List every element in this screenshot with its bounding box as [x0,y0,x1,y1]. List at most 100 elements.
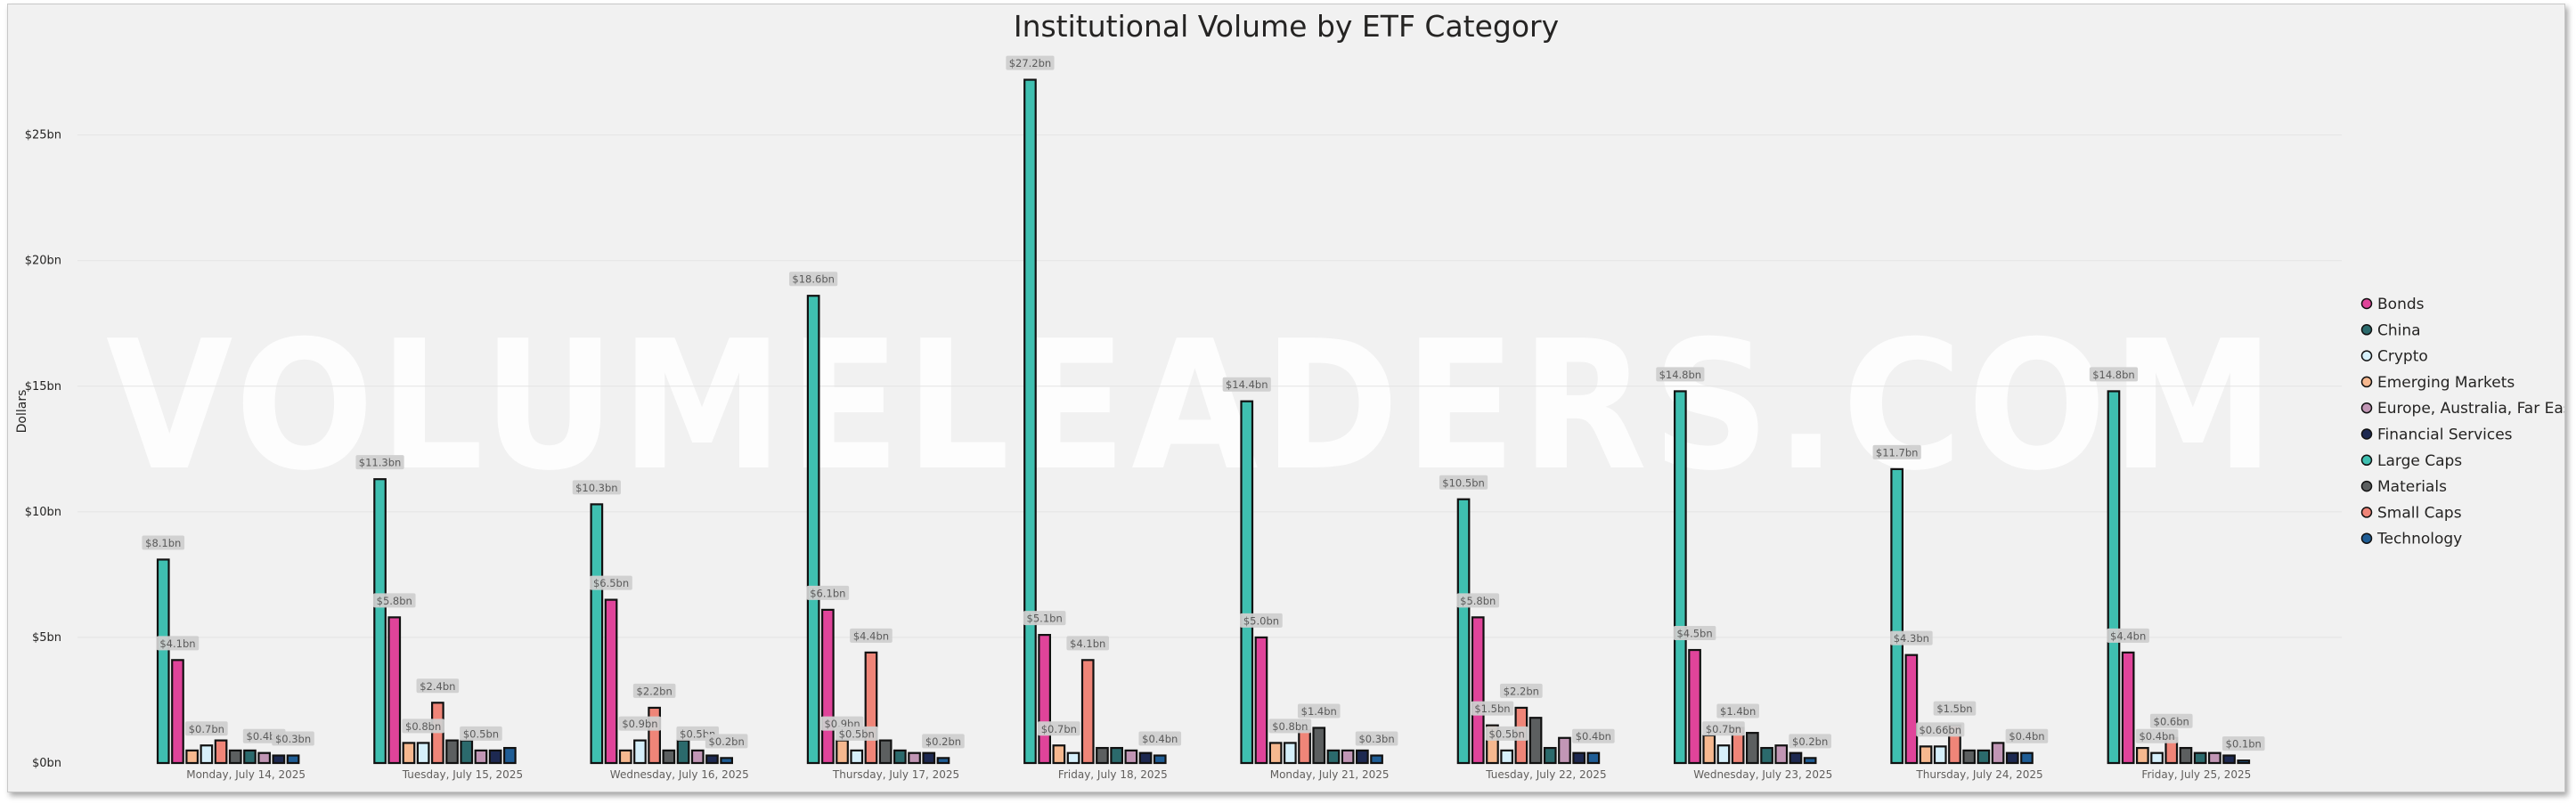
bar[interactable] [1283,742,1297,765]
bar[interactable] [1298,729,1311,765]
bar[interactable] [1774,744,1789,765]
bar[interactable] [1096,746,1109,765]
bar[interactable] [502,746,517,765]
bar[interactable] [286,754,300,765]
legend-item[interactable]: Emerging Markets [2360,374,2515,392]
bar[interactable] [1558,736,1571,765]
bar[interactable] [893,749,907,765]
bar[interactable] [676,739,690,765]
bar[interactable] [1341,749,1355,765]
bar[interactable] [662,749,676,765]
bar[interactable] [1471,616,1485,765]
bar[interactable] [257,751,271,765]
legend-item[interactable]: Financial Services [2360,426,2513,444]
bar[interactable] [720,757,734,765]
bar[interactable] [1456,498,1471,765]
bar[interactable] [2136,746,2149,765]
bar[interactable] [2005,751,2019,765]
bar[interactable] [2150,751,2164,765]
legend-item[interactable]: Europe, Australia, Far East [2360,400,2565,418]
bar[interactable] [1803,757,1817,765]
bar[interactable] [1268,742,1283,765]
bar[interactable] [460,739,474,765]
bar[interactable] [2237,759,2251,765]
bar[interactable] [488,749,502,765]
bar[interactable] [618,749,632,765]
bar[interactable] [243,749,257,765]
bar[interactable] [1254,636,1268,765]
legend-item[interactable]: Bonds [2360,296,2425,313]
bar[interactable] [387,616,402,765]
bar[interactable] [2222,754,2236,765]
bar[interactable] [1240,400,1254,765]
bar[interactable] [1716,744,1731,765]
bar[interactable] [1153,754,1167,765]
bar[interactable] [1962,749,1976,765]
bar[interactable] [1991,742,2005,765]
bar[interactable] [416,742,430,765]
bar[interactable] [1023,78,1037,765]
legend-item[interactable]: China [2360,321,2421,339]
bar[interactable] [1052,744,1066,765]
bar[interactable] [864,651,878,765]
bar[interactable] [908,751,921,765]
bar[interactable] [1543,746,1557,765]
bar[interactable] [171,659,184,765]
bar[interactable] [590,503,604,765]
bar[interactable] [1745,732,1759,765]
bar[interactable] [2121,651,2135,765]
bar[interactable] [2179,746,2193,765]
bar[interactable] [228,749,242,765]
bar[interactable] [936,757,950,765]
bar[interactable] [820,608,835,765]
bar[interactable] [1326,749,1341,765]
bar[interactable] [1066,751,1080,765]
bar[interactable] [2107,390,2121,765]
bar[interactable] [1110,746,1124,765]
bar[interactable] [185,749,199,765]
bar[interactable] [1890,467,1903,765]
bar[interactable] [1124,749,1138,765]
bar[interactable] [1038,634,1052,765]
bar[interactable] [1370,754,1383,765]
bar[interactable] [1760,746,1773,765]
bar[interactable] [1586,751,1601,765]
legend-item[interactable]: Technology [2360,531,2463,548]
bar[interactable] [214,739,228,765]
bar[interactable] [2193,751,2207,765]
bar[interactable] [806,295,820,765]
bar[interactable] [1933,745,1947,765]
bar[interactable] [1904,654,1919,765]
bar[interactable] [836,739,849,765]
bar[interactable] [1080,659,1095,765]
bar[interactable] [604,598,618,765]
bar[interactable] [1919,745,1933,765]
bar[interactable] [1977,749,1991,765]
legend-item[interactable]: Materials [2360,478,2448,496]
bar[interactable] [1702,734,1716,765]
bar[interactable] [850,749,864,765]
bar[interactable] [1572,751,1586,765]
bar[interactable] [200,744,214,765]
bar[interactable] [474,749,488,765]
bar[interactable] [1673,390,1687,765]
bar[interactable] [2208,751,2221,765]
bar[interactable] [445,739,459,765]
bar[interactable] [1355,749,1369,765]
bar[interactable] [272,754,286,765]
legend-item[interactable]: Crypto [2360,348,2428,366]
bar[interactable] [648,706,662,765]
bar[interactable] [878,739,893,765]
bar[interactable] [922,751,936,765]
bar[interactable] [2020,751,2034,765]
bar[interactable] [633,739,647,765]
bar[interactable] [1789,751,1803,765]
bar[interactable] [1312,727,1326,765]
bar[interactable] [1500,749,1514,765]
legend-item[interactable]: Large Caps [2360,452,2463,470]
bar[interactable] [1528,717,1543,765]
bar[interactable] [690,749,705,765]
bar[interactable] [156,558,170,765]
bar[interactable] [1138,751,1153,765]
bar[interactable] [402,742,416,765]
